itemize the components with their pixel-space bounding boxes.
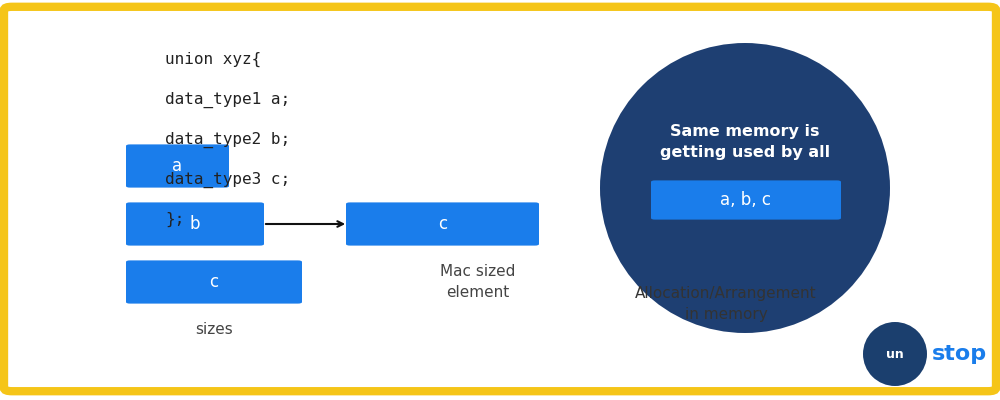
Text: data_type2 b;: data_type2 b; [165, 132, 290, 148]
Text: union xyz{: union xyz{ [165, 52, 261, 67]
Text: b: b [190, 215, 200, 233]
Text: data_type1 a;: data_type1 a; [165, 92, 290, 108]
FancyBboxPatch shape [4, 7, 996, 391]
Text: un: un [886, 348, 904, 360]
Text: Same memory is
getting used by all: Same memory is getting used by all [660, 124, 830, 160]
Text: a: a [172, 157, 183, 175]
FancyBboxPatch shape [126, 202, 264, 246]
Text: };: }; [165, 212, 184, 227]
FancyBboxPatch shape [651, 180, 841, 220]
FancyBboxPatch shape [126, 260, 302, 304]
Ellipse shape [600, 43, 890, 333]
Text: stop: stop [932, 344, 987, 364]
FancyBboxPatch shape [346, 202, 539, 246]
Text: c: c [438, 215, 447, 233]
Text: a, b, c: a, b, c [720, 191, 772, 209]
Text: Allocation/Arrangement
in memory: Allocation/Arrangement in memory [635, 286, 817, 322]
Text: sizes: sizes [195, 322, 233, 338]
Text: data_type3 c;: data_type3 c; [165, 172, 290, 188]
Text: Mac sized
element: Mac sized element [440, 264, 516, 300]
Ellipse shape [863, 322, 927, 386]
FancyBboxPatch shape [126, 144, 229, 188]
Text: c: c [209, 273, 219, 291]
